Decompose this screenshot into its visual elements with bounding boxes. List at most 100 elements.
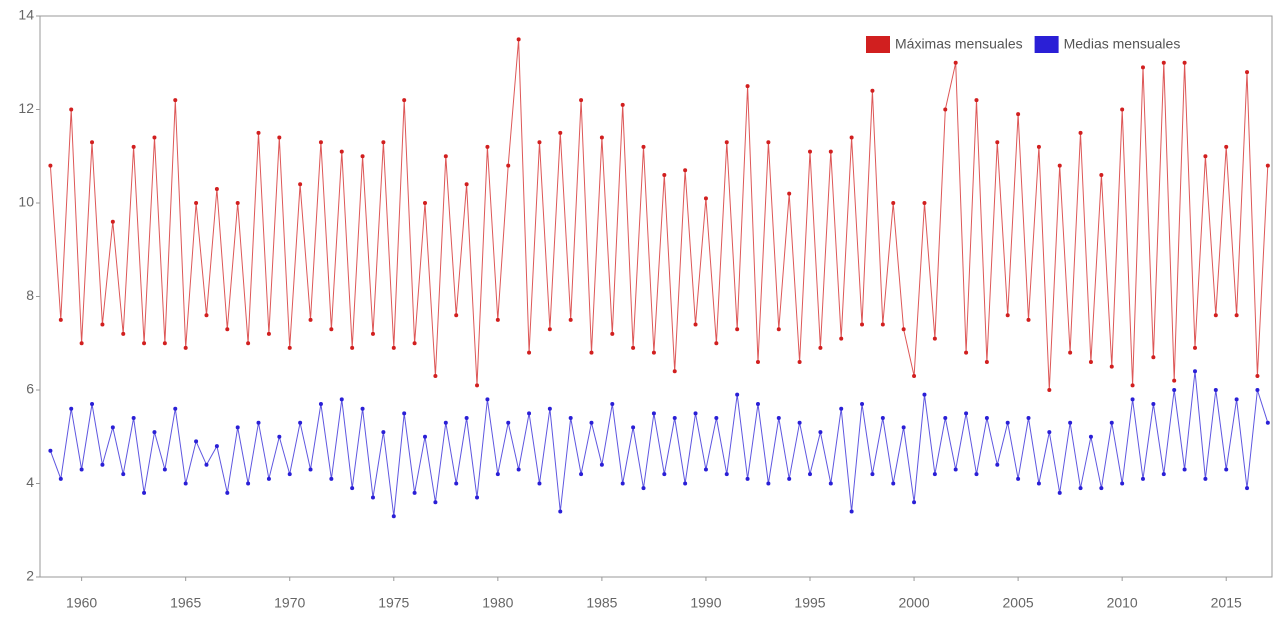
data-point [912, 373, 917, 378]
x-tick-label: 1980 [482, 595, 513, 611]
data-point [641, 486, 646, 491]
data-point [110, 425, 115, 430]
data-point [1140, 65, 1145, 70]
data-point [755, 359, 760, 364]
data-point [1036, 481, 1041, 486]
data-point [880, 416, 885, 421]
data-point [308, 467, 313, 472]
data-point [142, 341, 147, 346]
data-point [1099, 486, 1104, 491]
legend-label: Medias mensuales [1064, 36, 1181, 52]
data-point [1265, 163, 1270, 168]
legend-swatch [866, 36, 890, 53]
data-point [256, 420, 261, 425]
data-point [495, 472, 500, 477]
data-point [516, 467, 521, 472]
data-point [391, 514, 396, 519]
x-tick-label: 1975 [378, 595, 409, 611]
data-point [360, 406, 365, 411]
data-point [475, 383, 480, 388]
data-point [1088, 434, 1093, 439]
data-point [558, 509, 563, 514]
data-point [849, 509, 854, 514]
data-point [579, 472, 584, 477]
data-point [516, 37, 521, 42]
data-point [808, 149, 812, 154]
data-point [152, 135, 157, 140]
data-point [901, 327, 906, 332]
data-point [308, 317, 313, 322]
data-point [787, 476, 792, 481]
data-point [391, 345, 396, 350]
legend-swatch [1034, 36, 1059, 53]
data-point [662, 172, 667, 177]
data-point [443, 420, 448, 425]
data-point [1068, 350, 1073, 355]
data-point [1151, 402, 1156, 407]
data-point [142, 490, 147, 495]
x-tick-label: 2005 [1003, 595, 1034, 611]
data-point [527, 350, 532, 355]
data-point [381, 140, 386, 145]
data-point [225, 490, 230, 495]
data-point [454, 313, 459, 318]
data-point [631, 345, 636, 350]
data-point [131, 144, 136, 149]
data-point [412, 341, 417, 346]
y-tick-label: 2 [26, 568, 34, 584]
data-point [506, 420, 511, 425]
data-point [1203, 476, 1208, 481]
data-point [121, 472, 126, 477]
data-point [599, 135, 604, 140]
data-point [464, 416, 469, 421]
data-point [214, 186, 219, 191]
data-point [1109, 420, 1114, 425]
y-tick-label: 10 [18, 194, 34, 210]
x-tick-label: 1985 [586, 595, 617, 611]
data-point [1172, 378, 1177, 383]
data-point [79, 341, 84, 346]
data-point [1120, 481, 1125, 486]
data-point [547, 327, 552, 332]
data-point [58, 476, 63, 481]
data-point [370, 495, 375, 500]
data-point [839, 336, 844, 341]
x-tick-label: 1960 [66, 595, 97, 611]
data-point [204, 313, 209, 318]
data-point [266, 476, 271, 481]
data-point [839, 406, 844, 411]
data-point [121, 331, 126, 336]
data-point [454, 481, 459, 486]
data-point [974, 98, 979, 103]
data-point [1036, 144, 1041, 149]
data-point [901, 425, 906, 430]
data-point [1005, 313, 1010, 318]
data-point [599, 462, 604, 467]
data-point [672, 416, 677, 421]
data-point [745, 476, 750, 481]
data-point [100, 462, 105, 467]
data-point [318, 140, 323, 145]
data-point [953, 60, 958, 65]
x-tick-label: 2010 [1107, 595, 1138, 611]
data-point [423, 434, 427, 439]
data-point [995, 462, 1000, 467]
data-point [339, 397, 344, 402]
data-point [776, 416, 781, 421]
x-tick-label: 1970 [274, 595, 305, 611]
data-point [1078, 130, 1083, 135]
data-point [693, 322, 698, 327]
data-point [1130, 397, 1135, 402]
data-point [589, 420, 594, 425]
data-point [922, 201, 927, 205]
data-point [714, 416, 719, 421]
data-point [277, 135, 282, 140]
y-tick-label: 12 [18, 100, 34, 116]
data-point [912, 500, 917, 505]
data-point [58, 317, 63, 322]
data-point [964, 411, 969, 416]
data-point [1151, 355, 1156, 360]
data-point [173, 98, 178, 103]
data-point [735, 327, 740, 332]
